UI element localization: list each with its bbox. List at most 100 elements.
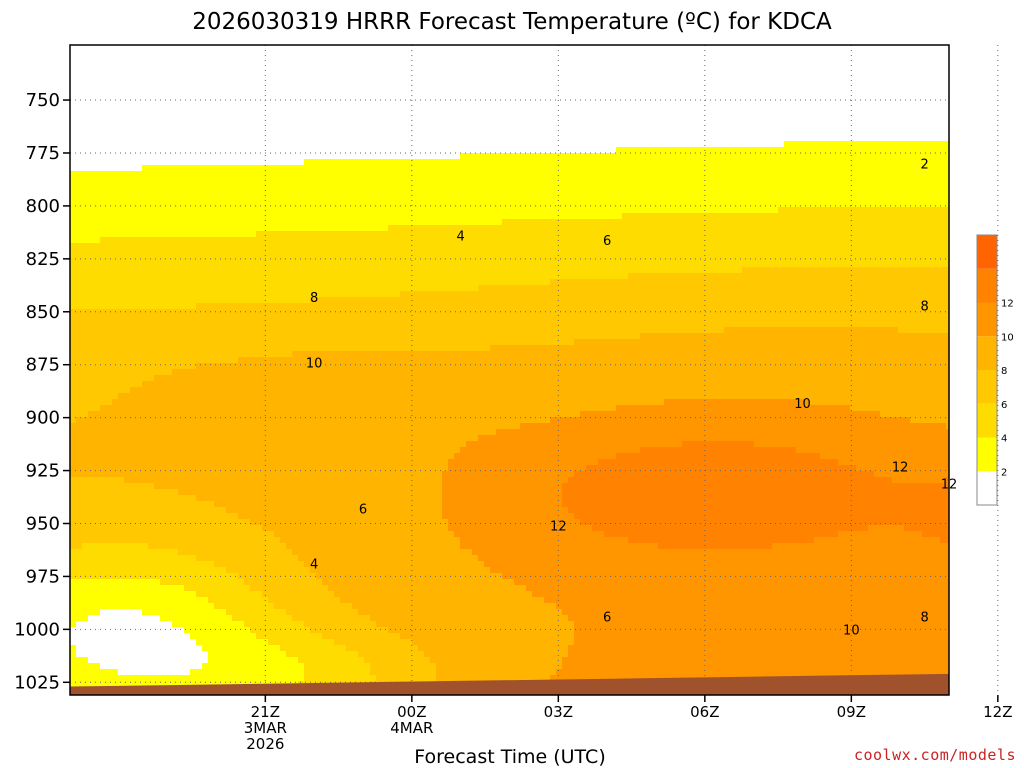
field-cell — [274, 225, 281, 232]
field-cell — [220, 399, 227, 406]
field-cell — [220, 675, 227, 682]
field-cell — [298, 237, 305, 244]
field-cell — [190, 639, 197, 646]
field-cell — [256, 201, 263, 208]
field-cell — [262, 129, 269, 136]
field-cell — [226, 159, 233, 166]
field-cell — [142, 609, 149, 616]
field-cell — [190, 519, 197, 526]
field-cell — [232, 57, 239, 64]
field-cell — [316, 501, 323, 508]
field-cell — [106, 273, 113, 280]
field-cell — [244, 525, 251, 532]
field-cell — [256, 375, 263, 382]
field-cell — [286, 201, 293, 208]
field-cell — [304, 141, 311, 148]
field-cell — [226, 231, 233, 238]
field-cell — [280, 69, 287, 76]
field-cell — [298, 171, 305, 178]
field-cell — [70, 657, 77, 664]
field-cell — [268, 669, 275, 676]
field-cell — [328, 339, 335, 346]
field-cell — [268, 615, 275, 622]
field-cell — [130, 315, 137, 322]
field-cell — [148, 387, 155, 394]
field-cell — [220, 321, 227, 328]
field-cell — [322, 63, 329, 70]
field-cell — [322, 609, 329, 616]
field-cell — [76, 453, 83, 460]
field-cell — [214, 543, 221, 550]
field-cell — [190, 63, 197, 70]
field-cell — [136, 567, 143, 574]
field-cell — [118, 189, 125, 196]
field-cell — [292, 219, 299, 226]
field-cell — [322, 261, 329, 268]
field-cell — [274, 387, 281, 394]
field-cell — [322, 477, 329, 484]
field-cell — [208, 615, 215, 622]
field-cell — [316, 597, 323, 604]
field-cell — [70, 579, 77, 586]
field-cell — [196, 303, 203, 310]
field-cell — [214, 531, 221, 538]
field-cell — [268, 105, 275, 112]
field-cell — [94, 297, 101, 304]
field-cell — [238, 189, 245, 196]
field-cell — [70, 105, 77, 112]
field-cell — [250, 639, 257, 646]
field-cell — [184, 423, 191, 430]
field-cell — [268, 201, 275, 208]
field-cell — [160, 405, 167, 412]
field-cell — [334, 231, 341, 238]
field-cell — [268, 435, 275, 442]
field-cell — [178, 489, 185, 496]
field-cell — [208, 327, 215, 334]
field-cell — [142, 549, 149, 556]
field-cell — [76, 525, 83, 532]
field-cell — [88, 429, 95, 436]
field-cell — [106, 627, 113, 634]
field-cell — [196, 135, 203, 142]
field-cell — [154, 477, 161, 484]
field-cell — [70, 417, 77, 424]
field-cell — [208, 261, 215, 268]
field-cell — [196, 489, 203, 496]
field-cell — [136, 231, 143, 238]
field-cell — [148, 105, 155, 112]
field-cell — [154, 429, 161, 436]
field-cell — [298, 507, 305, 514]
field-cell — [304, 75, 311, 82]
field-cell — [196, 543, 203, 550]
field-cell — [172, 225, 179, 232]
field-cell — [226, 465, 233, 472]
field-cell — [118, 579, 125, 586]
field-cell — [184, 681, 191, 688]
field-cell — [118, 627, 125, 634]
field-cell — [220, 309, 227, 316]
field-cell — [340, 231, 347, 238]
field-cell — [160, 543, 167, 550]
field-cell — [166, 93, 173, 100]
field-cell — [322, 255, 329, 262]
field-cell — [286, 411, 293, 418]
field-cell — [178, 249, 185, 256]
field-cell — [316, 165, 323, 172]
field-cell — [226, 183, 233, 190]
field-cell — [274, 63, 281, 70]
field-cell — [256, 321, 263, 328]
field-cell — [94, 453, 101, 460]
field-cell — [274, 99, 281, 106]
field-cell — [202, 303, 209, 310]
field-cell — [202, 267, 209, 274]
field-cell — [178, 279, 185, 286]
field-cell — [340, 279, 347, 286]
field-cell — [82, 351, 89, 358]
field-cell — [298, 561, 305, 568]
field-cell — [154, 435, 161, 442]
field-cell — [232, 93, 239, 100]
field-cell — [256, 285, 263, 292]
field-cell — [70, 459, 77, 466]
field-cell — [184, 321, 191, 328]
field-cell — [130, 447, 137, 454]
